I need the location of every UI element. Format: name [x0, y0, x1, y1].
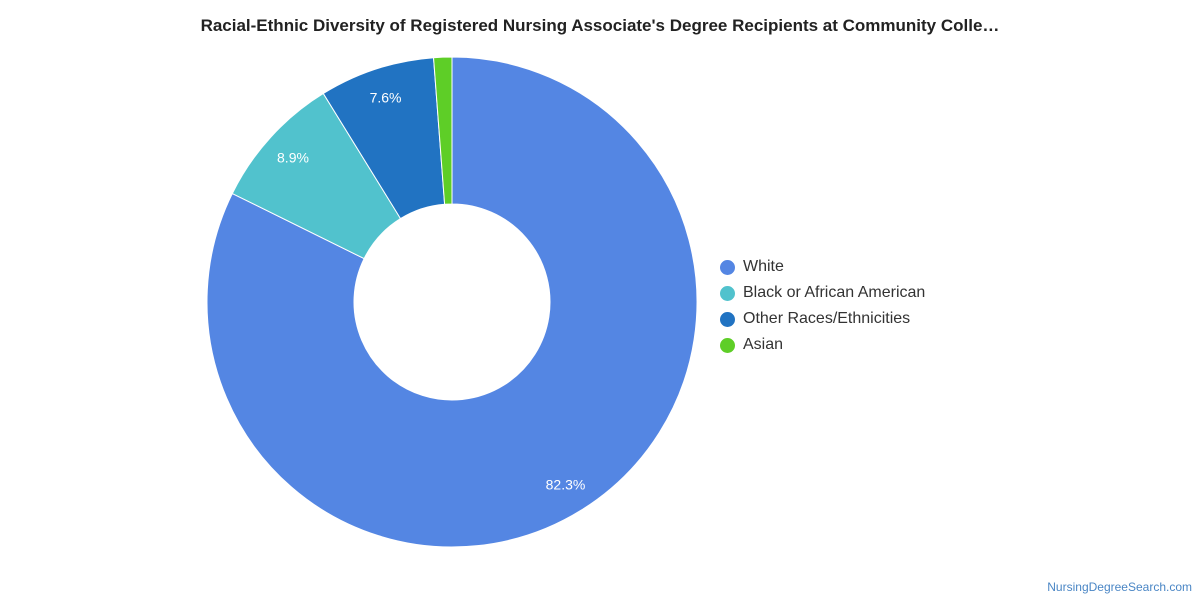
legend-label: Other Races/Ethnicities — [743, 310, 911, 327]
slice-data-label: 7.6% — [370, 90, 402, 106]
donut-slice-white[interactable] — [206, 56, 698, 548]
legend-item-asian[interactable]: Asian — [720, 332, 925, 358]
chart-title: Racial-Ethnic Diversity of Registered Nu… — [200, 16, 1000, 35]
legend-swatch — [720, 259, 735, 275]
slice-data-label: 8.9% — [277, 149, 309, 165]
legend-label: Asian — [743, 336, 784, 353]
legend-swatch — [720, 285, 735, 301]
legend-item-white[interactable]: White — [720, 254, 925, 280]
legend-swatch — [720, 311, 735, 327]
legend-item-black-or-african-american[interactable]: Black or African American — [720, 280, 925, 306]
legend-item-other-races[interactable]: Other Races/Ethnicities — [720, 306, 925, 332]
source-credit-link[interactable]: NursingDegreeSearch.com — [1047, 580, 1192, 594]
legend-label: Black or African American — [743, 284, 926, 301]
slice-data-label: 82.3% — [546, 477, 586, 493]
chart-legend: White Black or African American Other Ra… — [720, 254, 925, 358]
legend-swatch — [720, 337, 735, 353]
legend-label: White — [743, 258, 784, 275]
donut-slice-asian[interactable] — [433, 56, 453, 205]
